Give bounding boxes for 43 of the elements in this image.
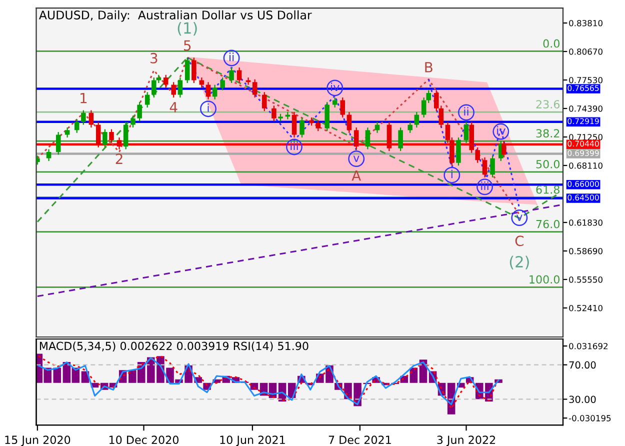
annotation: A — [352, 170, 361, 181]
x-tick-label: 15 Jun 2020 — [5, 436, 70, 446]
y-tick-label: 0.68110 — [569, 162, 602, 169]
annotation: 50.0 — [536, 160, 560, 168]
x-tick-label: 3 Jun 2022 — [437, 436, 496, 446]
annotation: 23.6 — [536, 100, 560, 108]
annotation: C — [515, 236, 524, 246]
annotation: i — [208, 103, 209, 112]
y-tick-label: 0.031692 — [569, 342, 608, 350]
annotation: 38.2 — [536, 129, 560, 138]
y-tick-label: 0.58690 — [569, 248, 602, 254]
annotation: 100.0 — [530, 275, 560, 284]
annotation: ii — [230, 52, 234, 62]
y-tick-label: 0.52410 — [569, 304, 602, 312]
annotation: (2) — [510, 256, 529, 270]
x-tick-label: 7 Dec 2021 — [328, 436, 391, 444]
annotation: 4 — [170, 102, 178, 112]
x-tick-label: 10 Jun 2021 — [220, 436, 285, 446]
y2-tick-label: 30.00 — [569, 396, 596, 404]
y-tick-label: 0.80670 — [569, 48, 602, 55]
y2-tick-label: 70.00 — [569, 361, 596, 369]
annotation: ii — [464, 107, 468, 116]
annotation: i — [451, 170, 452, 178]
y-tick-label: 0.71250 — [569, 134, 602, 140]
x-tick-label: 10 Dec 2020 — [109, 436, 178, 444]
annotation: v — [353, 156, 360, 162]
annotation: 76.0 — [536, 220, 560, 228]
annotation: 2 — [116, 154, 122, 164]
y-tick-label: 0.83810 — [569, 20, 602, 26]
y-tick-label: 0.61830 — [569, 219, 602, 226]
y-tick-label: 0.55550 — [569, 276, 602, 283]
annotation: (1) — [178, 22, 197, 36]
annotation: 3 — [150, 52, 158, 64]
y-tick-label: -0.030195 — [568, 415, 611, 422]
chart-title: MACD(5,34,5) 0.002622 0.003919 RSI(14) 51.90 — [40, 342, 308, 352]
annotation: 61.8 — [536, 185, 560, 194]
annotation: 0.0 — [543, 39, 560, 48]
annotation: B — [425, 62, 432, 72]
chart-title: AUDUSD, Daily: Australian Dollar vs US Dollar — [38, 10, 312, 22]
y-tick-label: 0.74390 — [569, 105, 602, 112]
y-tick-label: 0.77530 — [569, 76, 602, 84]
annotation: 1 — [80, 93, 87, 104]
annotation: 5 — [184, 40, 191, 51]
